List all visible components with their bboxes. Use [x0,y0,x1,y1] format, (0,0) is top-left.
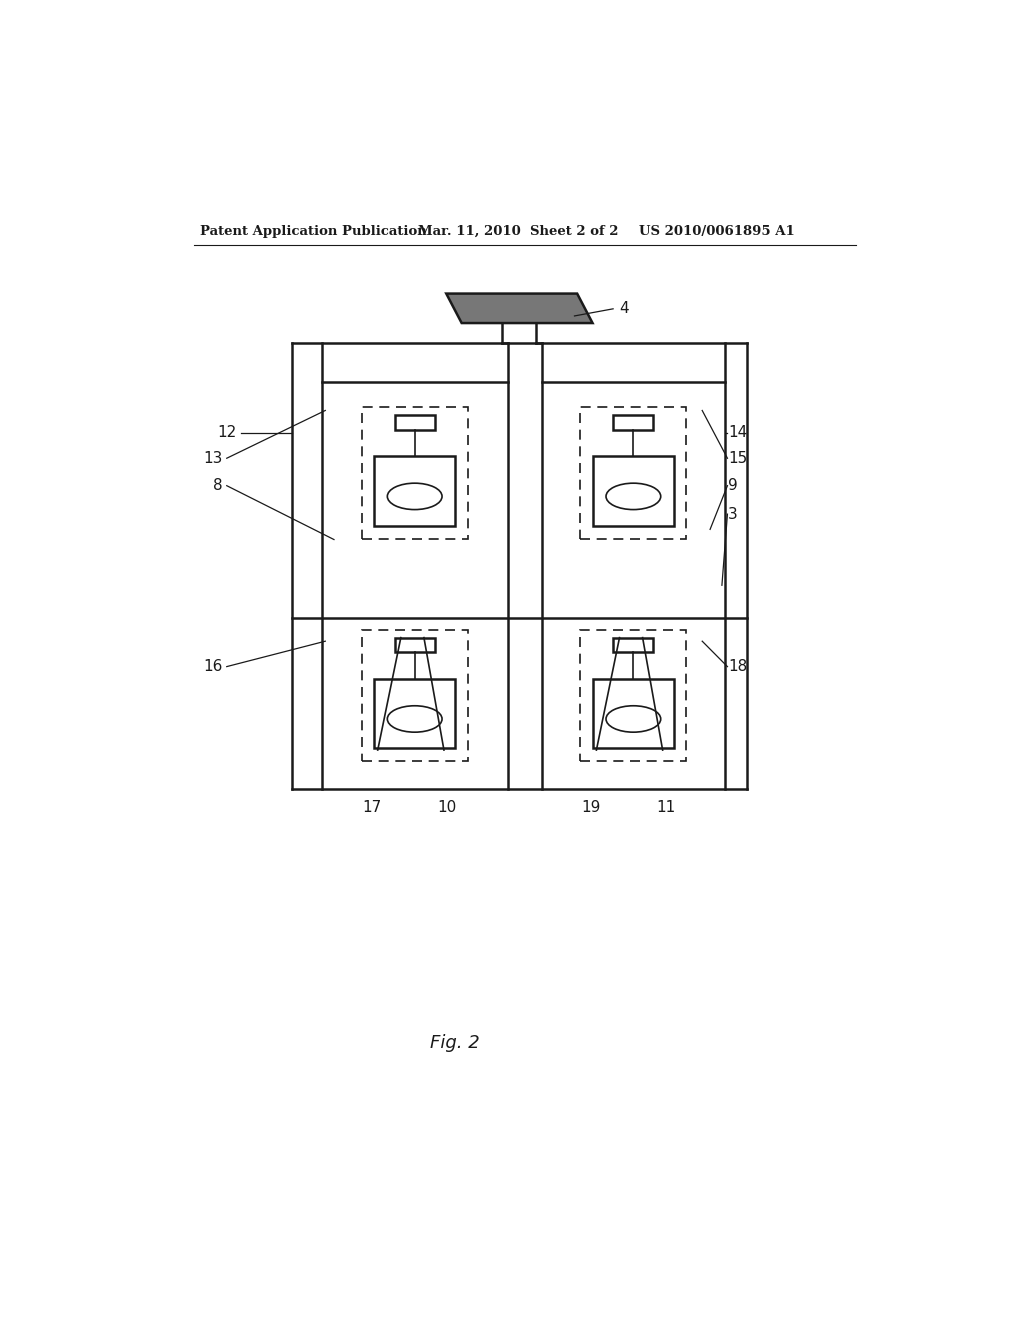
Text: 19: 19 [582,800,601,816]
Text: Mar. 11, 2010  Sheet 2 of 2: Mar. 11, 2010 Sheet 2 of 2 [419,226,618,238]
Text: 14: 14 [728,425,748,441]
Text: 18: 18 [728,659,748,675]
Text: 15: 15 [728,450,748,466]
Bar [593,678,674,748]
Text: Patent Application Publication: Patent Application Publication [200,226,427,238]
Bar [593,457,674,525]
Text: 17: 17 [362,800,382,816]
Bar [394,638,435,652]
Bar [613,638,653,652]
Bar [394,414,435,430]
Bar [375,457,455,525]
Bar [581,630,686,762]
Text: 9: 9 [728,478,738,494]
Text: 12: 12 [218,425,237,441]
Bar [581,407,686,539]
Text: Fig. 2: Fig. 2 [430,1034,480,1052]
Text: 13: 13 [204,450,223,466]
Bar [613,414,653,430]
Bar [361,630,468,762]
Text: 8: 8 [213,478,223,494]
Polygon shape [446,293,593,323]
Text: 4: 4 [620,301,629,317]
Text: 16: 16 [204,659,223,675]
Text: US 2010/0061895 A1: US 2010/0061895 A1 [639,226,795,238]
Text: 3: 3 [728,507,738,521]
Bar [375,678,455,748]
Text: 11: 11 [656,800,676,816]
Text: 10: 10 [437,800,457,816]
Bar [361,407,468,539]
